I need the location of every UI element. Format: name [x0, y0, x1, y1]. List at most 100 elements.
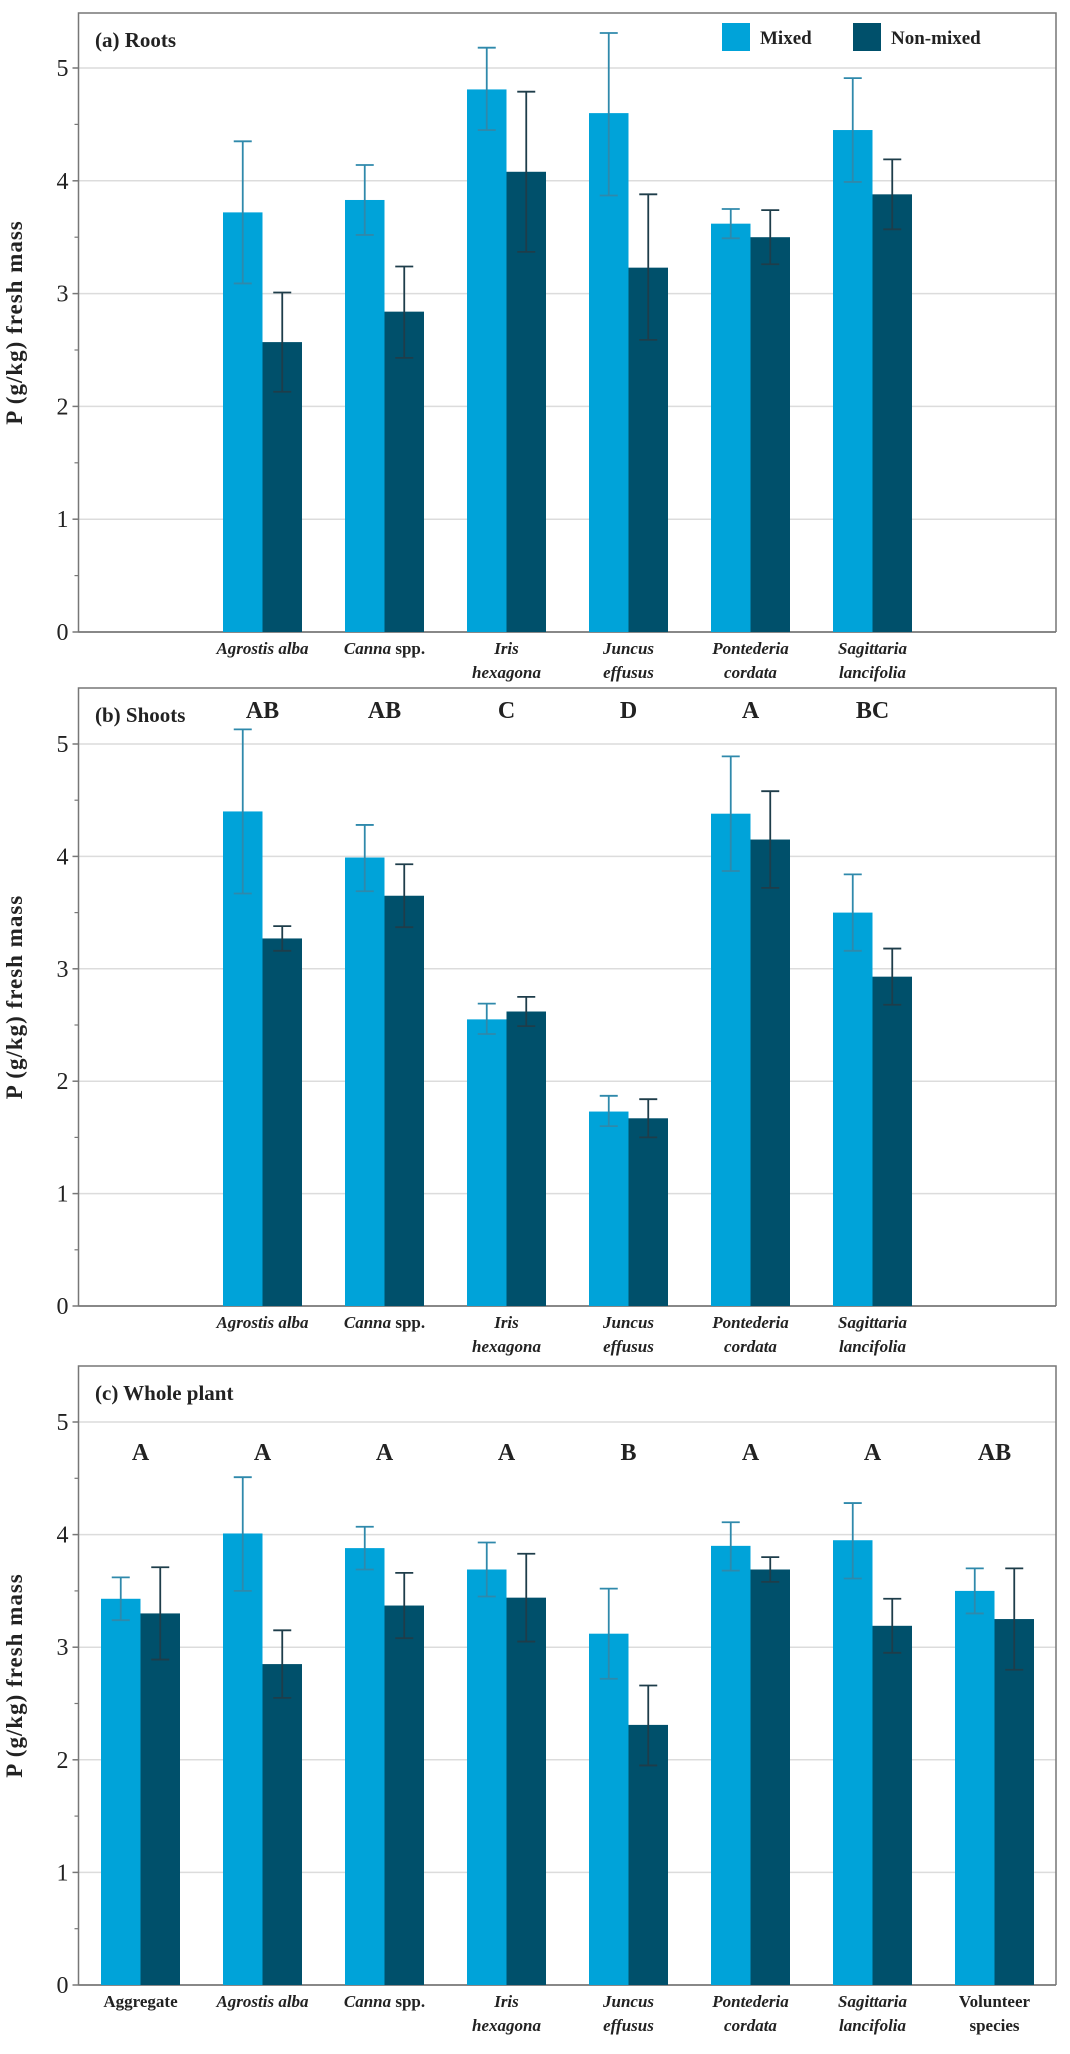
error-bar	[721, 208, 740, 240]
bar-non-mixed	[750, 237, 790, 632]
error-bar	[761, 1556, 780, 1583]
y-tick-label: 5	[57, 56, 69, 82]
x-tick-label-part: Pontederia	[711, 1313, 789, 1332]
x-tick-label-part: Iris	[493, 639, 519, 658]
bar-group: Pontederia cordata A	[711, 1440, 790, 2035]
x-tick-label: Juncus	[602, 1992, 654, 2011]
bar-mixed	[711, 1545, 751, 1985]
x-tick-label-part: hexagona	[472, 663, 541, 682]
plot-frame	[77, 1365, 1057, 1985]
bar-group: Pontederia cordata	[711, 208, 790, 682]
significance-letter: A	[742, 698, 760, 724]
bar-mixed	[467, 1569, 507, 1985]
error-bar	[395, 1571, 414, 1640]
significance-letter: AB	[246, 698, 279, 724]
x-tick-label: Sagittaria	[838, 639, 907, 658]
bar-mixed	[589, 1633, 629, 1985]
error-bar	[599, 1587, 618, 1680]
x-tick-label: cordata	[724, 2016, 777, 2035]
error-bar	[965, 1567, 984, 1615]
bar-group: Pontederia cordata A	[711, 698, 790, 1356]
y-tick-label: 3	[57, 282, 69, 308]
x-tick-label: cordata	[724, 663, 777, 682]
bar-group: Sagittaria lancifolia BC	[833, 698, 912, 1356]
error-bar	[517, 1552, 536, 1643]
error-bar	[233, 140, 252, 285]
x-tick-label-part: effusus	[603, 663, 654, 682]
bar-mixed	[345, 857, 385, 1306]
bar-non-mixed	[140, 1613, 180, 1985]
x-tick-label-part: Sagittaria	[838, 1992, 907, 2011]
legend-swatch-non-mixed	[853, 23, 881, 51]
panel-shoots: 0 1 2 3 4 5 P (g/kg) fresh mass (b) Shoots Agros…	[2, 687, 1057, 1356]
x-tick-label: lancifolia	[839, 2016, 907, 2035]
x-tick-label: Sagittaria	[838, 1313, 907, 1332]
x-tick-label: Pontederia	[711, 1313, 789, 1332]
y-tick-label: 5	[57, 1410, 69, 1436]
error-bar	[883, 158, 902, 231]
x-tick-label: Canna spp.	[344, 639, 425, 658]
x-tick-label-part: effusus	[603, 1337, 654, 1356]
x-tick-label: effusus	[603, 663, 654, 682]
bar-group: Volunteer species AB	[955, 1440, 1034, 2035]
error-bar	[273, 1629, 292, 1699]
panel-roots: 0 1 2 3 4 5 P (g/kg) fresh mass (a) Roots Mixed N…	[2, 12, 1057, 682]
bar-group: Canna spp. A	[344, 1440, 425, 2011]
bar-group: Canna spp. AB	[344, 698, 425, 1332]
bar-mixed	[589, 1111, 629, 1306]
error-bar	[883, 947, 902, 1006]
bar-mixed	[711, 813, 751, 1306]
error-bar	[843, 873, 862, 952]
x-tick-label-part: Canna	[344, 1992, 392, 2011]
x-tick-label: Pontederia	[711, 1992, 789, 2011]
x-tick-label-part: Sagittaria	[838, 639, 907, 658]
bar-group: Juncus effusus	[589, 32, 668, 682]
error-bar	[273, 291, 292, 393]
x-tick-label-part: Iris	[493, 1313, 519, 1332]
bar-mixed	[467, 89, 507, 632]
bar-mixed	[345, 1548, 385, 1985]
x-tick-label: hexagona	[472, 2016, 541, 2035]
error-bar	[233, 1476, 252, 1592]
y-tick-label: 3	[57, 957, 69, 983]
bar-non-mixed	[506, 1011, 546, 1306]
x-tick-label: cordata	[724, 1337, 777, 1356]
x-tick-label: Iris	[493, 639, 519, 658]
x-tick-label: species	[969, 2016, 1019, 2035]
error-bar	[395, 265, 414, 359]
y-tick-label: 4	[57, 169, 69, 195]
significance-letter: A	[498, 1440, 516, 1466]
x-tick-label-part: cordata	[724, 1337, 777, 1356]
significance-letter: A	[132, 1440, 150, 1466]
bar-mixed	[711, 223, 751, 632]
y-tick-label: 2	[57, 394, 69, 420]
bar-group: Agrostis alba AB	[215, 698, 309, 1332]
error-bar	[843, 77, 862, 183]
error-bar	[273, 925, 292, 952]
bar-non-mixed	[506, 1597, 546, 1985]
legend-swatch-mixed	[722, 23, 750, 51]
error-bar	[233, 728, 252, 895]
error-bar	[517, 90, 536, 253]
x-tick-label-part: Volunteer	[959, 1992, 1031, 2011]
error-bar	[761, 790, 780, 889]
y-tick-label: 0	[57, 620, 69, 646]
significance-letter: BC	[856, 698, 889, 724]
x-tick-label-part: Sagittaria	[838, 1313, 907, 1332]
x-tick-label: Aggregate	[103, 1992, 178, 2011]
error-bar	[843, 1502, 862, 1580]
error-bar	[355, 824, 374, 893]
x-tick-label: hexagona	[472, 1337, 541, 1356]
bar-non-mixed	[994, 1619, 1034, 1985]
x-tick-label-part: Canna	[344, 639, 392, 658]
x-tick-label: Juncus	[602, 1313, 654, 1332]
error-bar	[639, 193, 658, 341]
significance-letter: A	[254, 1440, 272, 1466]
x-tick-label-suffix: spp.	[391, 639, 425, 658]
bar-mixed	[345, 199, 385, 632]
error-bar	[721, 755, 740, 872]
bar-non-mixed	[872, 976, 912, 1306]
x-tick-label-part: lancifolia	[839, 663, 907, 682]
y-tick-label: 4	[57, 1523, 69, 1549]
